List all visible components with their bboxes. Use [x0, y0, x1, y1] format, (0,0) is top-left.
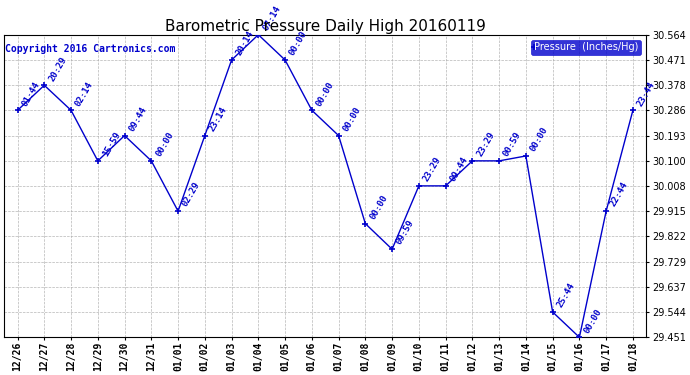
- Pressure  (Inches/Hg): [308, 108, 316, 112]
- Text: 00:00: 00:00: [154, 130, 175, 158]
- Pressure  (Inches/Hg): [549, 310, 557, 314]
- Pressure  (Inches/Hg): [67, 108, 75, 112]
- Text: 20:29: 20:29: [47, 55, 68, 82]
- Text: 20:14: 20:14: [235, 30, 255, 57]
- Pressure  (Inches/Hg): [121, 134, 129, 138]
- Pressure  (Inches/Hg): [174, 209, 182, 213]
- Text: 00:00: 00:00: [288, 30, 309, 57]
- Title: Barometric Pressure Daily High 20160119: Barometric Pressure Daily High 20160119: [165, 18, 486, 33]
- Pressure  (Inches/Hg): [388, 247, 396, 252]
- Pressure  (Inches/Hg): [13, 108, 21, 112]
- Pressure  (Inches/Hg): [40, 83, 48, 87]
- Text: 09:44: 09:44: [448, 155, 470, 183]
- Text: 00:00: 00:00: [315, 80, 336, 108]
- Pressure  (Inches/Hg): [228, 58, 236, 62]
- Line: Pressure  (Inches/Hg): Pressure (Inches/Hg): [14, 31, 636, 341]
- Text: 00:59: 00:59: [502, 130, 523, 158]
- Pressure  (Inches/Hg): [522, 154, 530, 158]
- Text: 02:14: 02:14: [74, 80, 95, 108]
- Pressure  (Inches/Hg): [94, 159, 102, 163]
- Text: 23:14: 23:14: [208, 105, 229, 133]
- Text: 07:14: 07:14: [261, 4, 282, 32]
- Pressure  (Inches/Hg): [201, 134, 209, 138]
- Text: 09:44: 09:44: [128, 105, 148, 133]
- Pressure  (Inches/Hg): [575, 335, 584, 339]
- Text: 25:44: 25:44: [555, 282, 577, 309]
- Text: 15:59: 15:59: [101, 130, 122, 158]
- Text: 00:00: 00:00: [342, 105, 363, 133]
- Text: 23:29: 23:29: [475, 130, 496, 158]
- Pressure  (Inches/Hg): [495, 159, 503, 163]
- Pressure  (Inches/Hg): [254, 33, 262, 37]
- Text: 01:44: 01:44: [20, 80, 41, 108]
- Pressure  (Inches/Hg): [629, 108, 637, 112]
- Pressure  (Inches/Hg): [442, 184, 450, 188]
- Text: 00:00: 00:00: [368, 193, 389, 221]
- Text: 00:00: 00:00: [582, 307, 603, 334]
- Text: 09:59: 09:59: [395, 219, 416, 246]
- Text: 23:29: 23:29: [422, 155, 443, 183]
- Pressure  (Inches/Hg): [415, 184, 423, 188]
- Pressure  (Inches/Hg): [469, 159, 477, 163]
- Pressure  (Inches/Hg): [147, 159, 155, 163]
- Pressure  (Inches/Hg): [335, 134, 343, 138]
- Text: 22:44: 22:44: [609, 181, 630, 209]
- Pressure  (Inches/Hg): [361, 221, 369, 226]
- Legend: Pressure  (Inches/Hg): Pressure (Inches/Hg): [531, 40, 642, 56]
- Pressure  (Inches/Hg): [281, 58, 289, 62]
- Text: 23:44: 23:44: [635, 80, 657, 108]
- Text: 02:29: 02:29: [181, 181, 202, 209]
- Text: 00:00: 00:00: [529, 125, 550, 153]
- Pressure  (Inches/Hg): [602, 209, 610, 213]
- Text: Copyright 2016 Cartronics.com: Copyright 2016 Cartronics.com: [6, 44, 176, 54]
